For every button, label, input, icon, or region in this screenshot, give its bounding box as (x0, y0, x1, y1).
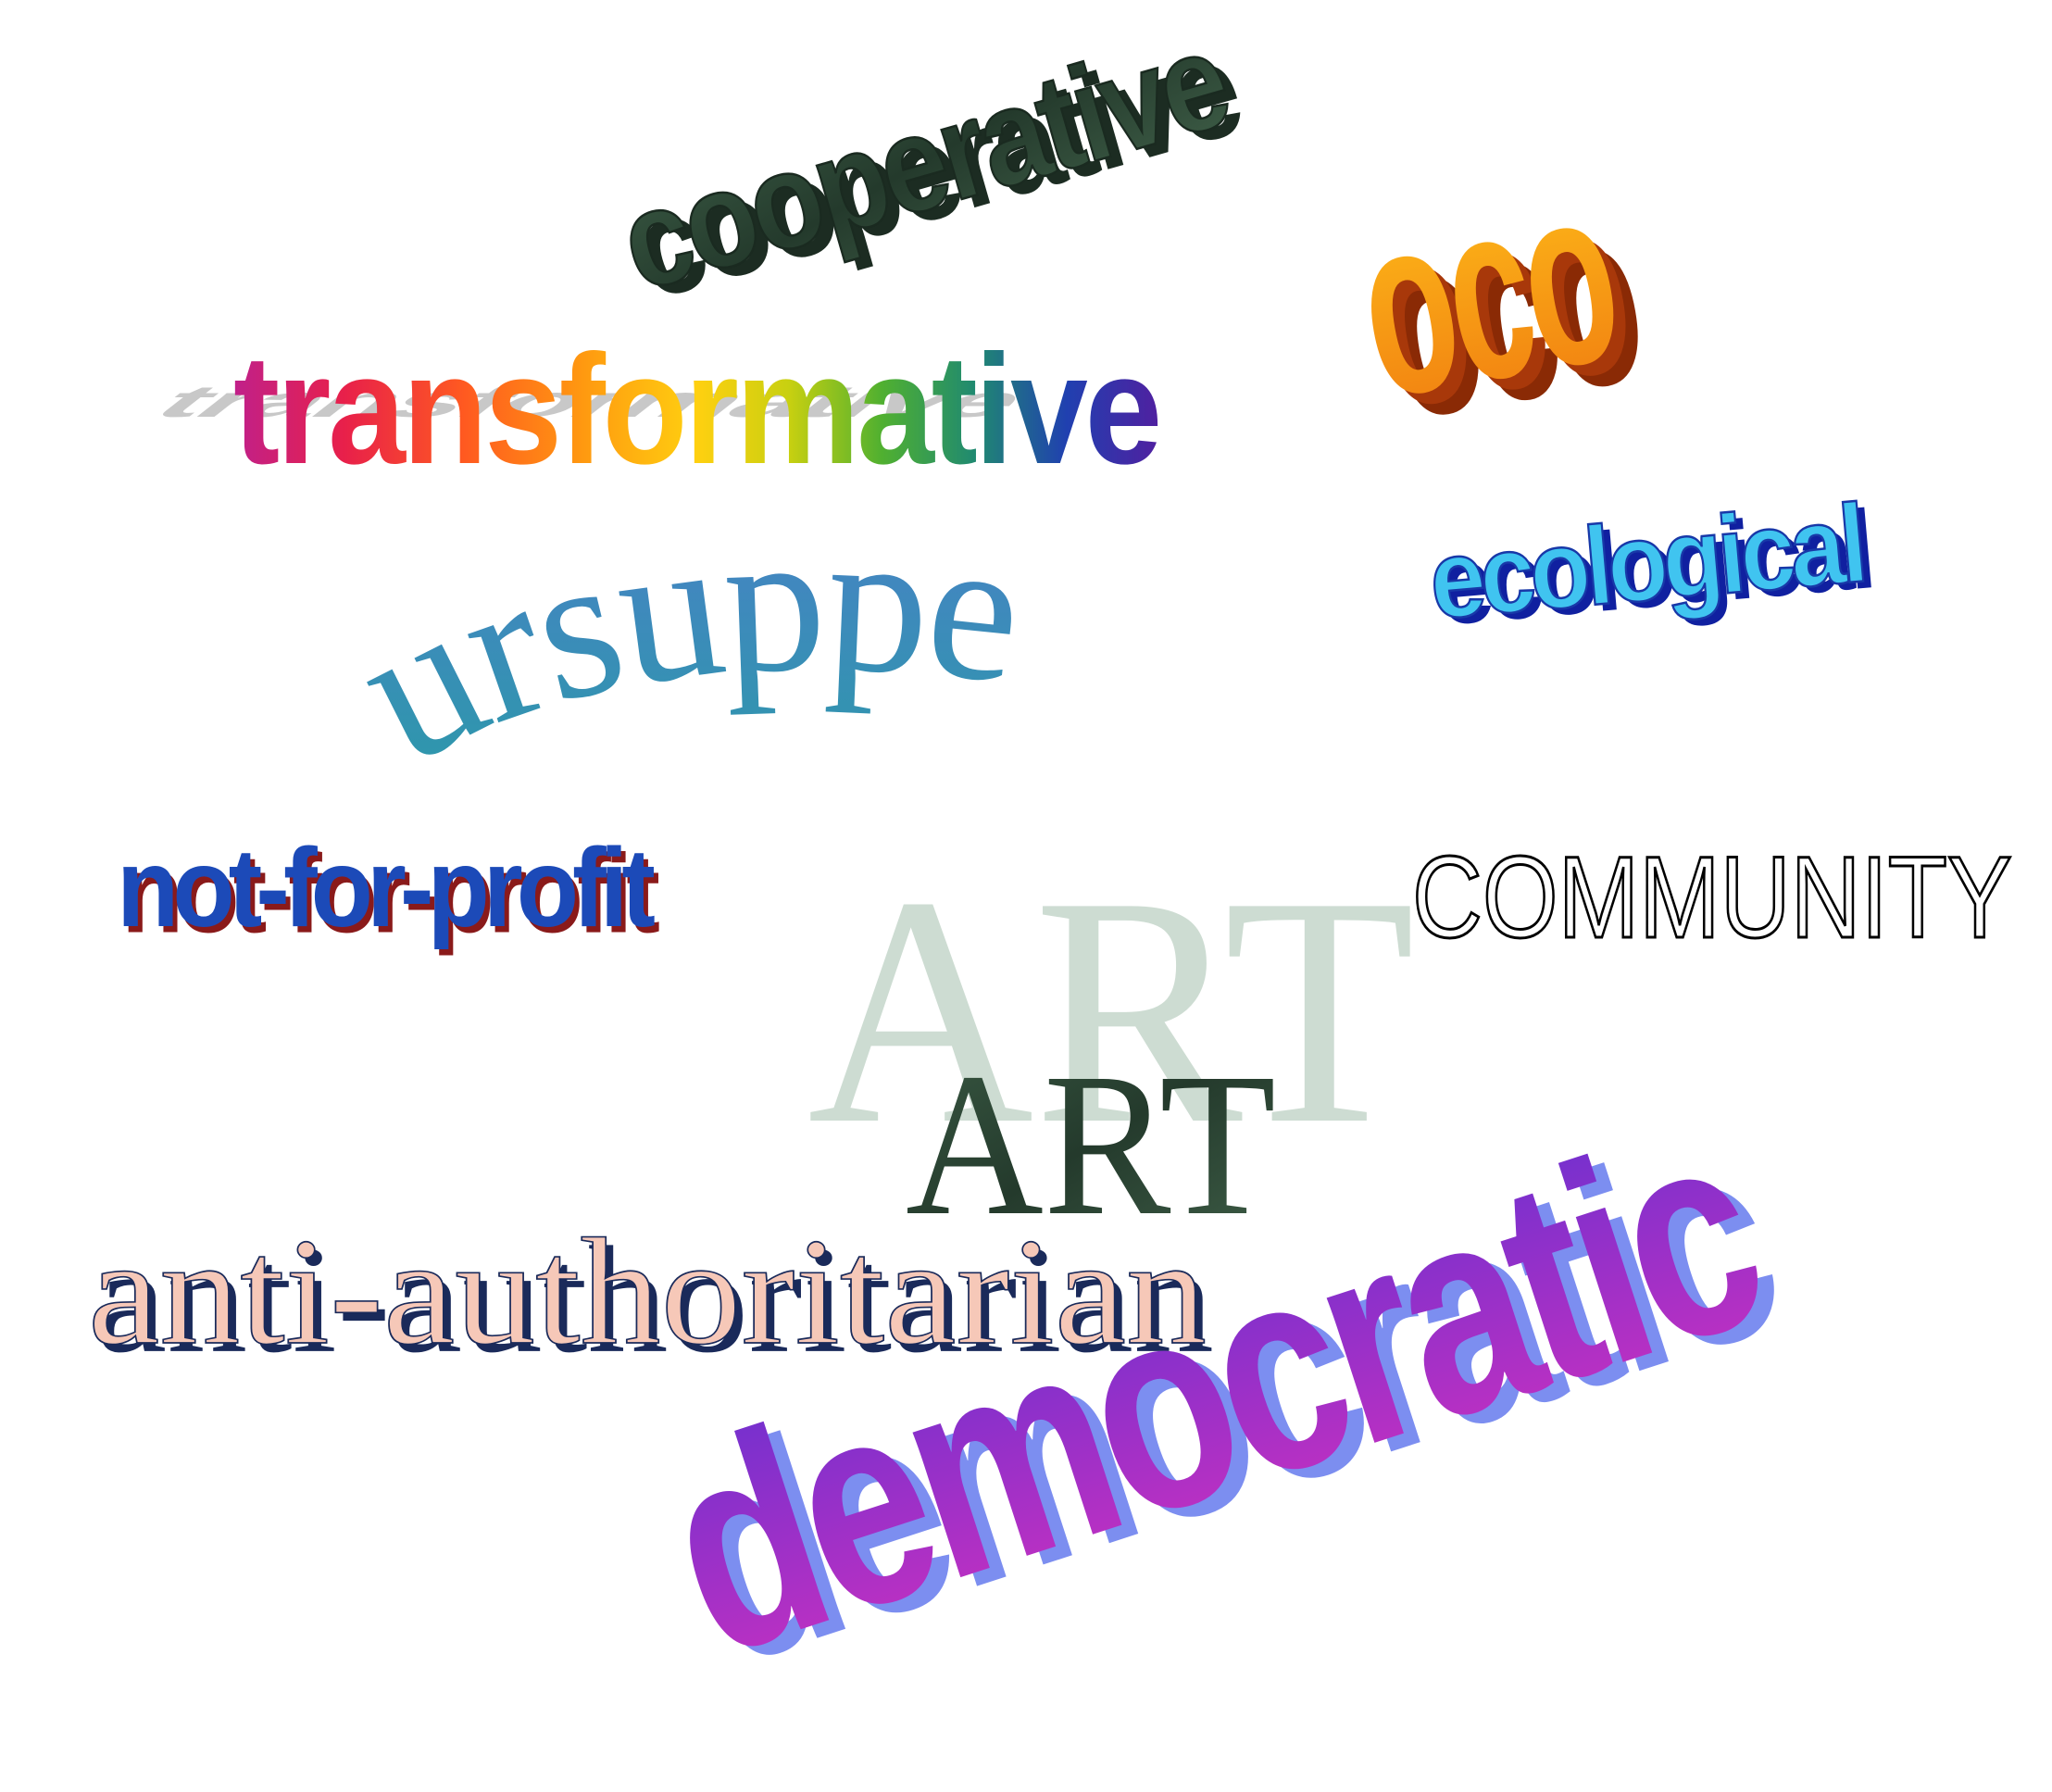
word-ecological: ecological ecological (1424, 481, 1876, 649)
art-ghost-text: ART (807, 830, 1415, 1192)
ursuppe-textpath: ursuppe (325, 486, 1031, 806)
word-art: ART (906, 1032, 1276, 1259)
art-text: ART (906, 1032, 1276, 1259)
word-oco: oco oco oco (1340, 132, 1657, 472)
word-art-ghost: ART (807, 830, 1415, 1192)
word-not-for-profit: not-for-profit not-for-profit (117, 825, 665, 956)
word-ursuppe: ursuppe (325, 486, 1031, 806)
word-anti-authoritarian: anti-authoritarian anti-authoritarian (87, 1207, 1214, 1385)
word-cooperative: cooperative cooperative (604, 2, 1254, 329)
word-community: COMMUNITY (1411, 833, 2014, 964)
word-transformative: transformative (233, 322, 1162, 496)
anti-authoritarian-shadow: anti-authoritarian (95, 1215, 1214, 1385)
ursuppe-text: ursuppe (325, 486, 1027, 806)
transformative-shadow-text: transformative (136, 376, 1049, 426)
ecological-text: ecological (1425, 482, 1868, 644)
community-text: COMMUNITY (1412, 833, 2012, 962)
oco-text: oco (1340, 132, 1632, 451)
oco-extrude: oco (1365, 153, 1657, 472)
not-for-profit-text: not-for-profit (117, 825, 655, 950)
anti-authoritarian-text: anti-authoritarian (88, 1207, 1207, 1376)
cooperative-text: cooperative (605, 3, 1241, 320)
word-transformative-shadow: transformative (136, 376, 1049, 426)
not-for-profit-shadow: not-for-profit (121, 831, 659, 956)
transformative-text: transformative (233, 322, 1159, 496)
oco-extrude-mid: oco (1353, 143, 1645, 462)
